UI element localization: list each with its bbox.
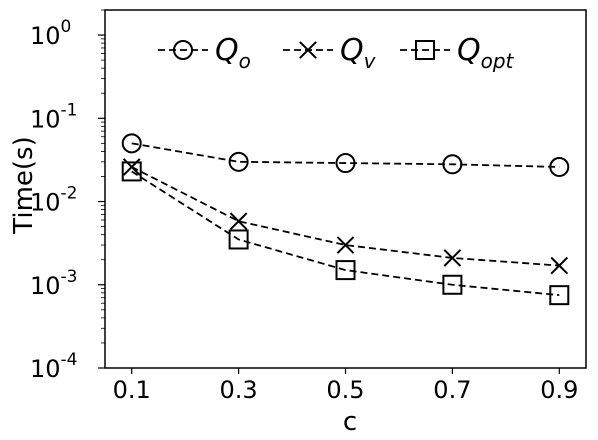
- x-axis-ticks: 0.1 0.3 0.5 0.7 0.9: [113, 368, 578, 404]
- data-point-circle: [335, 153, 356, 174]
- data-point-square: [442, 274, 463, 295]
- legend-label: Qv: [340, 33, 377, 73]
- data-point-circle: [121, 133, 142, 154]
- series-line: [131, 166, 560, 267]
- y-tick-label: 10-4: [30, 350, 78, 383]
- y-tick-label: 10-3: [30, 267, 78, 300]
- series-group: [121, 133, 570, 306]
- series-square: [121, 161, 570, 306]
- legend-marker-square: [415, 40, 435, 60]
- legend-item: Qv: [283, 33, 377, 73]
- series-line: [131, 142, 560, 168]
- legend: Qo Qv Qopt: [158, 33, 515, 73]
- series-x: [122, 158, 569, 275]
- x-tick-label: 0.9: [540, 376, 578, 404]
- y-tick-label: 10-2: [30, 184, 78, 217]
- x-tick-label: 0.5: [326, 376, 364, 404]
- data-point-x: [336, 236, 355, 254]
- data-point-square: [549, 285, 570, 306]
- y-tick-label: 10-1: [30, 100, 78, 133]
- legend-label: Qo: [215, 33, 251, 73]
- data-point-x: [229, 212, 248, 231]
- y-tick-label: 100: [30, 17, 71, 50]
- data-point-circle: [228, 151, 249, 172]
- series-circle: [121, 133, 570, 177]
- data-point-x: [550, 256, 569, 275]
- legend-label: Qopt: [457, 33, 515, 73]
- y-axis-ticks: 10-4 10-3 10-2 10-1 100: [30, 9, 105, 383]
- data-point-circle: [442, 154, 463, 175]
- x-tick-label: 0.1: [113, 376, 151, 404]
- x-tick-label: 0.7: [433, 376, 471, 404]
- x-axis-label: c: [343, 407, 357, 437]
- data-point-x: [122, 158, 141, 176]
- legend-marker-x: [299, 41, 317, 59]
- x-tick-label: 0.3: [220, 376, 258, 404]
- legend-item: Qopt: [400, 33, 515, 73]
- data-point-square: [121, 161, 142, 182]
- data-point-circle: [549, 156, 570, 177]
- data-point-x: [443, 249, 462, 267]
- y-axis-label: Time(s): [9, 136, 39, 234]
- data-point-square: [335, 260, 356, 281]
- data-point-square: [228, 229, 249, 250]
- series-line: [131, 170, 560, 297]
- legend-marker-circle: [173, 40, 193, 60]
- legend-item: Qo: [158, 33, 251, 73]
